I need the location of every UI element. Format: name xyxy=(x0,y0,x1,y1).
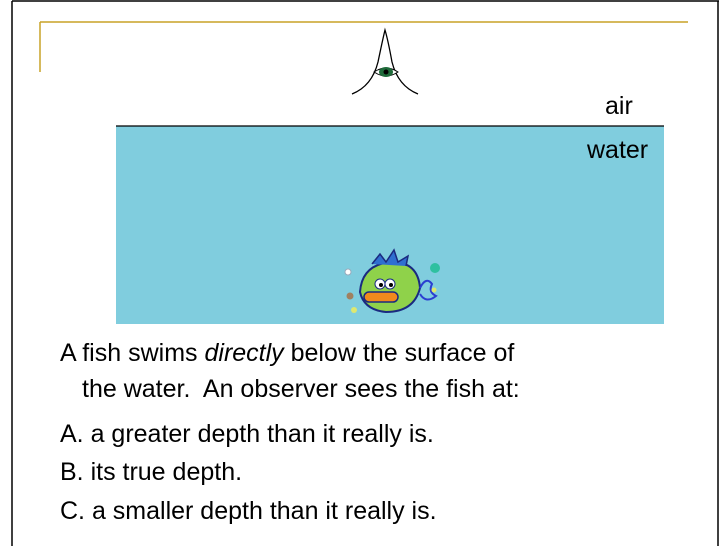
question-line: A fish swims directly below the surface … xyxy=(60,341,514,366)
option: C. a smaller depth than it really is. xyxy=(60,499,437,524)
option: B. its true depth. xyxy=(60,460,242,485)
question-line: the water. An observer sees the fish at: xyxy=(82,377,520,402)
question-text: below the surface of xyxy=(284,339,515,367)
question-emphasis: directly xyxy=(204,339,283,367)
air-label: air xyxy=(605,94,633,119)
water-label: water xyxy=(587,138,648,163)
option: A. a greater depth than it really is. xyxy=(60,422,434,447)
slide: air water A fish swims directly below th… xyxy=(0,0,719,546)
question-text: A fish swims xyxy=(60,339,204,367)
eye xyxy=(352,30,418,94)
